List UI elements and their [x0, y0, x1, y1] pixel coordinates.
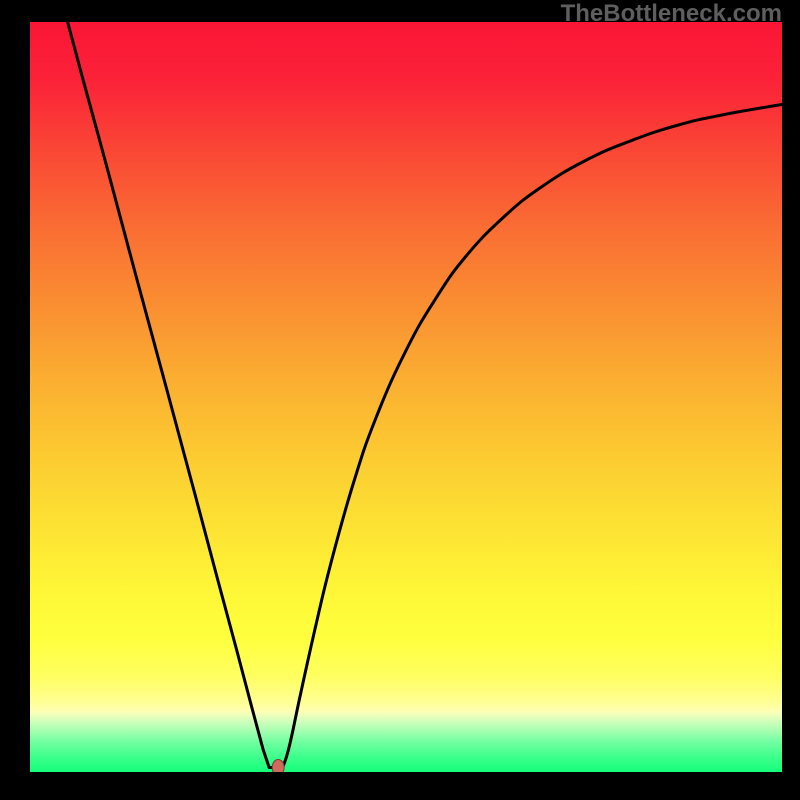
chart-plot-area — [30, 22, 782, 772]
optimal-point-marker — [272, 760, 284, 773]
chart-background — [30, 22, 782, 772]
chart-svg — [30, 22, 782, 772]
watermark-text: TheBottleneck.com — [561, 0, 782, 28]
